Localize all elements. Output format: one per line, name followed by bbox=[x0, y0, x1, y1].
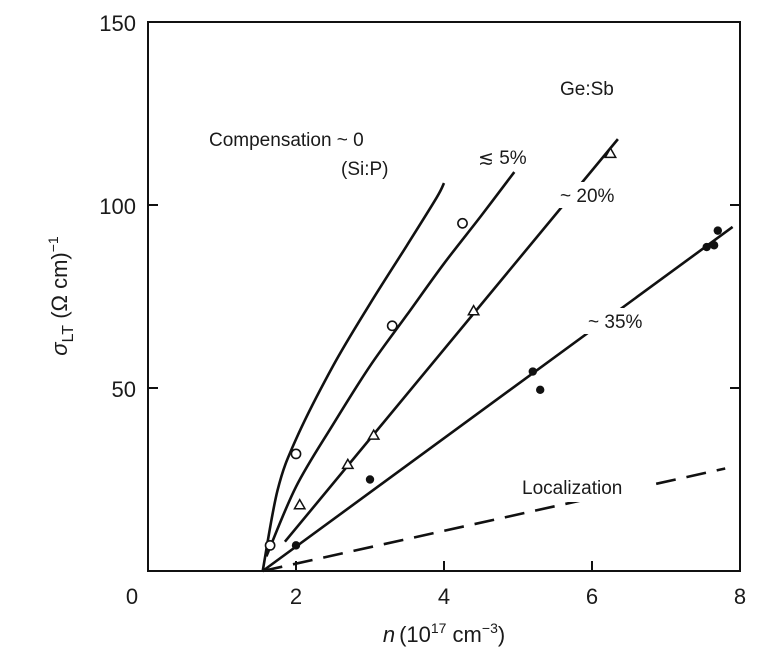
marker-open-triangle-1-2 bbox=[367, 428, 381, 440]
marker-open-triangle-1-0 bbox=[293, 498, 307, 510]
annotations: Compensation ~ 0 (Si:P) Ge:Sb ≲ 5% ~ 20%… bbox=[209, 79, 643, 499]
y-axis-symbol: σ bbox=[47, 342, 72, 356]
y-tick-label-150: 150 bbox=[99, 11, 136, 36]
x-tick-labels: 0 2 4 6 8 bbox=[126, 584, 746, 609]
y-tick-labels: 50 100 150 bbox=[99, 11, 136, 402]
curve-4-localization bbox=[262, 467, 726, 573]
data-markers bbox=[264, 146, 722, 551]
annotation-gesb: Ge:Sb bbox=[560, 79, 614, 100]
x-tick-label-2: 2 bbox=[290, 584, 302, 609]
x-axis-unit-exp2: −3 bbox=[482, 620, 498, 636]
curve-0-compensation-0-si-p bbox=[261, 182, 446, 572]
curve-1-5-fit bbox=[265, 171, 516, 557]
x-tick-label-6: 6 bbox=[586, 584, 598, 609]
marker-open-triangle-1-4 bbox=[603, 146, 618, 159]
y-tick-label-50: 50 bbox=[112, 377, 136, 402]
marker-open-triangle-1-1 bbox=[341, 457, 355, 470]
annotation-sip: (Si:P) bbox=[341, 159, 389, 180]
marker-open-circle-0-0 bbox=[264, 539, 276, 551]
x-axis-symbol: n bbox=[383, 622, 395, 647]
y-axis-unit: (Ω cm) bbox=[47, 252, 72, 325]
x-axis-unit-mid: cm bbox=[446, 622, 481, 647]
plot-frame bbox=[147, 21, 741, 572]
y-axis-title: σLT (Ω cm)−1 bbox=[45, 236, 77, 356]
plot-area-border bbox=[147, 21, 741, 572]
y-tick-label-100: 100 bbox=[99, 194, 136, 219]
x-axis-unit-exp1: 17 bbox=[431, 620, 447, 636]
tick-marks bbox=[148, 204, 740, 571]
y-axis-subscript: LT bbox=[60, 325, 77, 343]
curves bbox=[261, 138, 734, 573]
marker-open-circle-0-2 bbox=[386, 320, 398, 332]
marker-filled-circle-2-6 bbox=[713, 226, 722, 235]
marker-filled-circle-2-0 bbox=[291, 541, 301, 550]
marker-open-circle-0-3 bbox=[457, 217, 468, 229]
x-tick-label-0: 0 bbox=[126, 584, 138, 609]
annotation-35: ~ 35% bbox=[588, 312, 643, 333]
label-mask-35 bbox=[584, 308, 658, 334]
x-tick-label-8: 8 bbox=[734, 584, 746, 609]
x-axis-title: n (1017 cm−3) bbox=[383, 620, 505, 647]
label-mask-localization bbox=[518, 474, 648, 502]
marker-filled-circle-2-1 bbox=[365, 475, 375, 484]
annotation-localization: Localization bbox=[522, 478, 622, 499]
curve-3-35-fit bbox=[261, 225, 734, 573]
x-axis-unit-end: ) bbox=[498, 622, 505, 647]
marker-open-triangle-1-3 bbox=[467, 304, 481, 316]
annotation-le5: ≲ 5% bbox=[478, 148, 527, 169]
marker-filled-circle-2-4 bbox=[702, 242, 711, 252]
label-mask-20 bbox=[556, 182, 630, 208]
annotation-compensation: Compensation ~ 0 bbox=[209, 130, 364, 151]
marker-filled-circle-2-3 bbox=[536, 385, 545, 395]
y-axis-unit-exp: −1 bbox=[45, 236, 61, 252]
x-tick-label-4: 4 bbox=[438, 584, 450, 609]
label-backgrounds bbox=[470, 145, 658, 502]
marker-filled-circle-2-5 bbox=[709, 241, 719, 250]
label-mask-5 bbox=[470, 145, 538, 169]
marker-open-circle-0-1 bbox=[290, 448, 302, 460]
x-axis-unit-base: (10 bbox=[399, 622, 431, 647]
marker-filled-circle-2-2 bbox=[528, 367, 537, 376]
annotation-20: ~ 20% bbox=[560, 186, 615, 207]
